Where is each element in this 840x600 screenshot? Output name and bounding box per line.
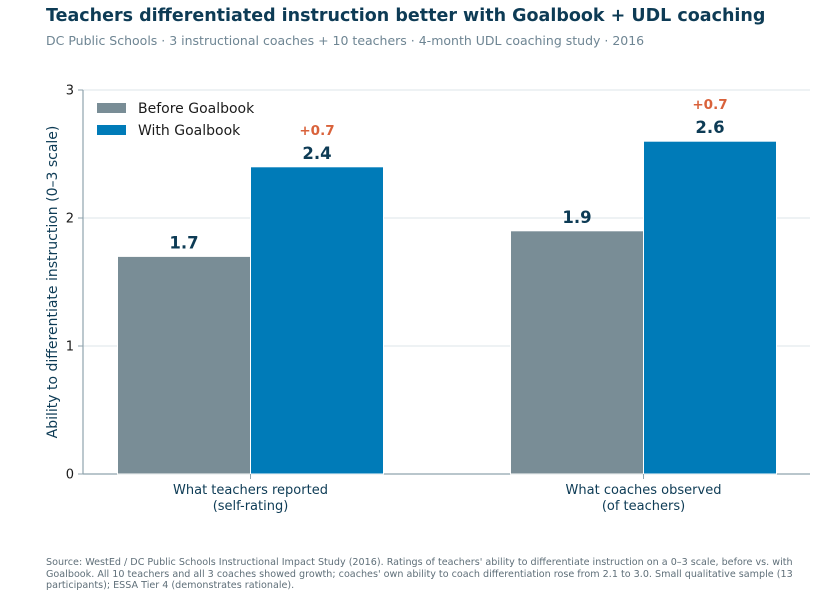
bar-before-goalbook [510, 230, 644, 475]
legend-label-before: Before Goalbook [138, 101, 255, 117]
legend-label-with: With Goalbook [138, 123, 241, 139]
y-tick-label: 1 [66, 340, 74, 355]
x-category-label: (of teachers) [602, 499, 685, 514]
bar-value-label: 2.6 [695, 118, 724, 137]
chart-title: Teachers differentiated instruction bett… [46, 6, 766, 26]
y-tick-label: 3 [66, 84, 74, 99]
bar-delta-label: +0.7 [692, 97, 727, 113]
y-tick-label: 2 [66, 212, 74, 227]
bar-value-label: 1.9 [562, 208, 591, 227]
bar-with-goalbook [250, 166, 384, 475]
x-category-label: What teachers reported [173, 483, 328, 498]
x-category-label: (self-rating) [213, 499, 289, 514]
chart-subtitle: DC Public Schools · 3 instructional coac… [46, 33, 645, 48]
bar-with-goalbook [643, 140, 777, 475]
x-category-label: What coaches observed [566, 483, 722, 498]
bar-before-goalbook [117, 255, 251, 475]
bar-value-label: 2.4 [302, 144, 331, 163]
bar-delta-label: +0.7 [299, 123, 334, 139]
legend-swatch-before [97, 103, 126, 113]
legend-swatch-with [97, 125, 126, 135]
bar-value-label: 1.7 [169, 233, 198, 252]
y-tick-label: 0 [66, 468, 74, 483]
y-axis-title: Ability to differentiate instruction (0–… [45, 126, 61, 439]
source-note: Source: WestEd / DC Public Schools Instr… [46, 557, 793, 591]
